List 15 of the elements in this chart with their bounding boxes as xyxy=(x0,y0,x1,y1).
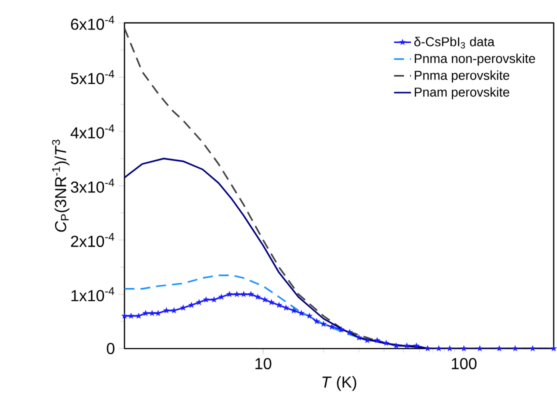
legend-label: Pnam perovskite xyxy=(414,87,510,100)
x-tick-label: 100 xyxy=(452,358,477,370)
y-tick-label: 0 xyxy=(106,342,114,354)
legend-label: δ-CsPbI$_{3}$ data xyxy=(414,36,495,48)
legend-label: Pnma perovskite xyxy=(414,70,510,82)
y-tick-label: 4x10$^{-4}$ xyxy=(70,124,114,138)
x-tick-label: 10 xyxy=(255,358,272,370)
y-tick-label: 6x10$^{-4}$ xyxy=(71,16,114,30)
y-tick-label: 3x10$^{-4}$ xyxy=(70,178,114,193)
x-axis-title: T (K) xyxy=(322,376,356,391)
y-tick-label: 1x10$^{-4}$ xyxy=(71,287,114,302)
y-tick-label: 5x10$^{-4}$ xyxy=(70,70,114,84)
legend-label: Pnma non-perovskite xyxy=(414,53,536,66)
y-axis-title: C$_{P}$(3NR$^{-1}$)/T$^{3}$ xyxy=(52,140,70,232)
y-tick-label: 2x10$^{-4}$ xyxy=(71,232,114,247)
